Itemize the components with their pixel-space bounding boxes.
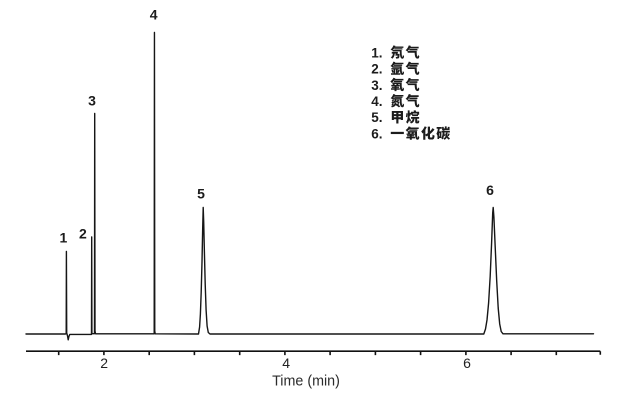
svg-text:5: 5 [197, 186, 205, 202]
svg-text:3: 3 [88, 93, 96, 109]
svg-text:5.: 5. [371, 110, 382, 125]
svg-text:2: 2 [100, 355, 108, 371]
svg-text:6: 6 [463, 355, 471, 371]
svg-text:4: 4 [282, 355, 290, 371]
svg-text:3.: 3. [371, 78, 382, 93]
svg-text:6.: 6. [371, 126, 382, 141]
svg-text:4: 4 [150, 6, 158, 22]
svg-text:1.: 1. [371, 45, 382, 60]
svg-text:1: 1 [60, 229, 68, 245]
svg-text:6: 6 [486, 182, 494, 198]
svg-text:2: 2 [79, 225, 87, 241]
svg-text:2.: 2. [371, 62, 382, 77]
svg-text:Time (min): Time (min) [272, 374, 340, 390]
svg-text:4.: 4. [371, 94, 382, 109]
